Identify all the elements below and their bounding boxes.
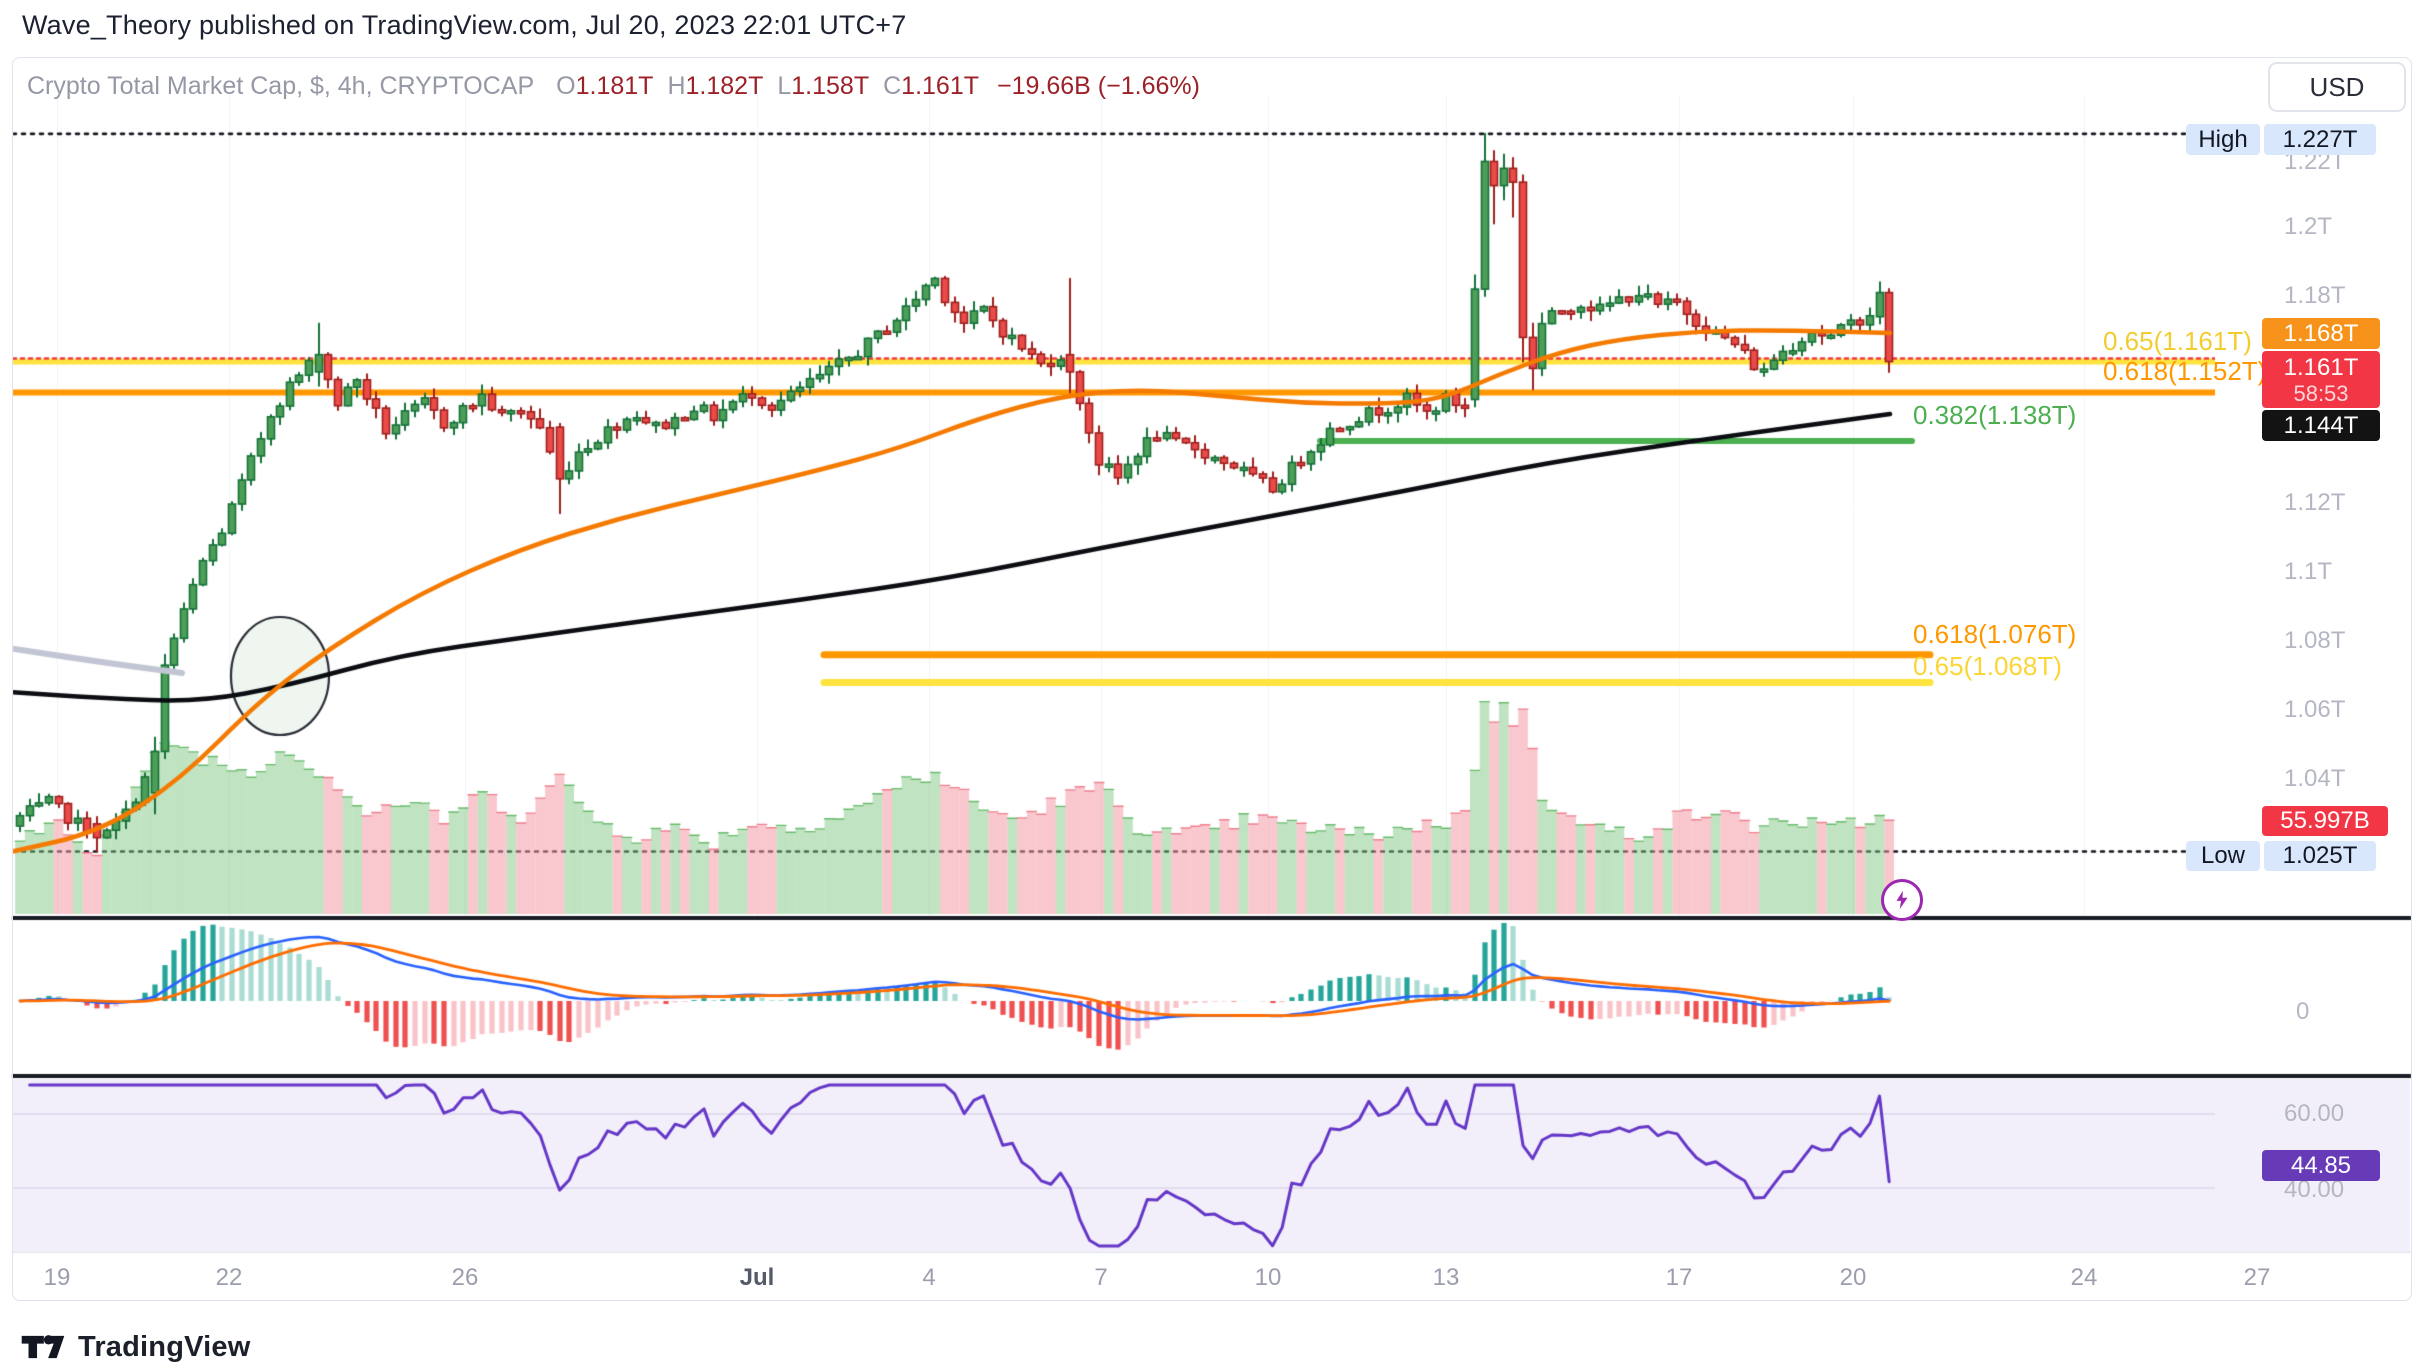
change-value: −19.66B (−1.66%) — [997, 72, 1200, 100]
fib-label-065-lower[interactable]: 0.65(1.068T) — [1913, 651, 2062, 681]
volume-value-badge: 55.997B — [2262, 806, 2388, 836]
tradingview-brand-text: TradingView — [78, 1330, 251, 1363]
open-label: O — [556, 72, 576, 100]
fib-label-0382[interactable]: 0.382(1.138T) — [1913, 400, 2077, 430]
symbol-description: Crypto Total Market Cap, $, 4h, CRYPTOCA… — [27, 72, 535, 100]
price-tick: 1.12T — [2284, 489, 2346, 516]
close-label: C — [883, 72, 902, 100]
high-value: 1.182T — [685, 72, 764, 100]
price-tick: 1.08T — [2284, 627, 2346, 654]
bar-countdown: 58:53 — [2293, 380, 2349, 406]
price-tick: 1.06T — [2284, 696, 2346, 723]
close-value: 1.161T — [901, 72, 980, 100]
macd-zero-tick: 0 — [2296, 998, 2310, 1025]
last-price-value: 1.161T — [2283, 353, 2359, 381]
time-tick: 7 — [1094, 1264, 1108, 1291]
last-price-badge: 1.161T 58:53 — [2262, 351, 2380, 408]
high-marker-value: 1.227T — [2264, 124, 2376, 155]
time-tick: Jul — [739, 1264, 775, 1291]
fib-label-0618-lower[interactable]: 0.618(1.076T) — [1913, 619, 2077, 649]
high-label: H — [667, 72, 686, 100]
boost-lightning-icon[interactable] — [1881, 879, 1923, 921]
time-tick: 26 — [451, 1264, 479, 1291]
page-title: Wave_Theory published on TradingView.com… — [22, 10, 907, 40]
low-marker-value: 1.025T — [2264, 841, 2376, 871]
low-label: L — [777, 72, 792, 100]
lightning-bolt-glyph — [1896, 890, 1908, 910]
price-tick: 1.04T — [2284, 765, 2346, 792]
time-tick: 10 — [1254, 1264, 1282, 1291]
footer-branding[interactable]: TradingView — [20, 1330, 251, 1364]
symbol-legend: Crypto Total Market Cap, $, 4h, CRYPTOCA… — [27, 72, 1200, 101]
rsi-value-badge: 44.85 — [2262, 1150, 2380, 1181]
open-value: 1.181T — [575, 72, 654, 100]
ma-orange-price-badge: 1.168T — [2262, 318, 2380, 349]
ma-black-price-badge: 1.144T — [2262, 410, 2380, 441]
fib-label-065-upper[interactable]: 0.65(1.161T) — [2103, 326, 2252, 356]
time-tick: 20 — [1839, 1264, 1867, 1291]
time-tick: 22 — [215, 1264, 243, 1291]
rsi-upper-tick: 60.00 — [2284, 1100, 2345, 1127]
low-value: 1.158T — [791, 72, 870, 100]
time-tick: 24 — [2070, 1264, 2098, 1291]
fib-label-0618-upper[interactable]: 0.618(1.152T) — [2103, 356, 2267, 386]
high-marker-label: High — [2186, 124, 2260, 155]
low-marker-label: Low — [2186, 841, 2260, 871]
price-tick: 1.1T — [2284, 558, 2333, 585]
time-tick: 27 — [2243, 1264, 2271, 1291]
time-tick: 13 — [1432, 1264, 1460, 1291]
time-tick: 17 — [1665, 1264, 1693, 1291]
price-tick: 1.2T — [2284, 213, 2333, 240]
time-tick: 4 — [922, 1264, 936, 1291]
tradingview-logo-icon — [21, 1335, 65, 1359]
price-tick: 1.18T — [2284, 282, 2346, 309]
time-tick: 19 — [43, 1264, 71, 1291]
currency-toggle-button[interactable]: USD — [2268, 62, 2406, 112]
